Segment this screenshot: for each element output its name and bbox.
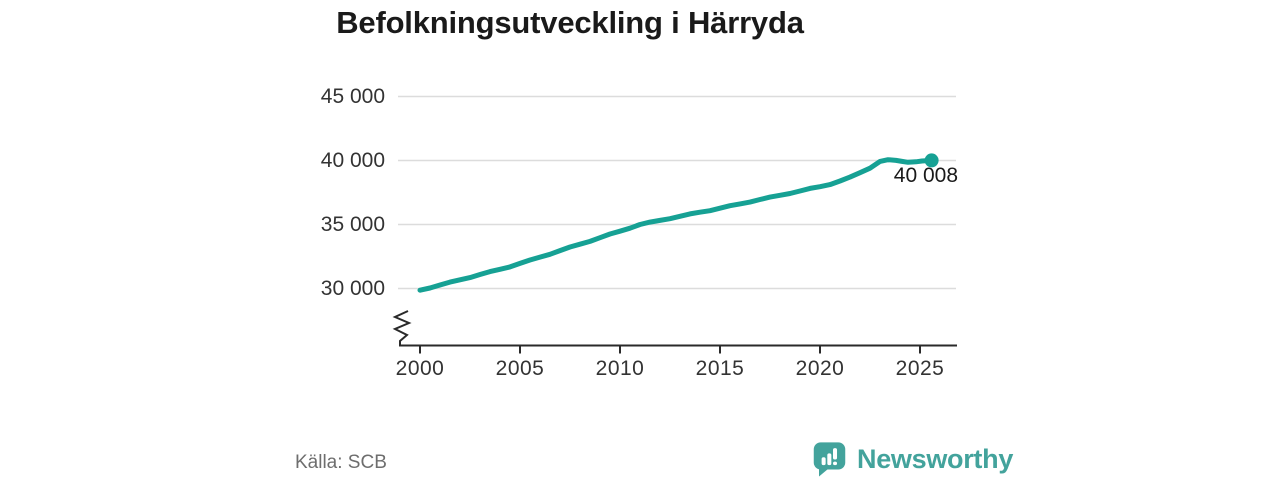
x-tick-label-2010: 2010 — [595, 357, 645, 380]
newsworthy-branding: Newsworthy — [812, 440, 1013, 478]
y-tick-label-35000: 35 000 — [320, 213, 385, 236]
y-tick-label-40000: 40 000 — [320, 149, 385, 172]
x-tick-label-2000: 2000 — [395, 357, 445, 380]
x-tick-label-2025: 2025 — [895, 357, 945, 380]
gridlines — [398, 95, 956, 290]
x-axis-ticks — [419, 345, 921, 354]
y-tick-label-30000: 30 000 — [320, 277, 385, 300]
latest-value-label: 40 008 — [893, 164, 958, 187]
x-tick-label-2005: 2005 — [495, 357, 545, 380]
x-tick-label-2015: 2015 — [695, 357, 745, 380]
x-tick-label-2020: 2020 — [795, 357, 845, 380]
chart-title: Befolkningsutveckling i Härryda — [336, 5, 804, 40]
source-note: Källa: SCB — [295, 452, 387, 473]
newsworthy-wordmark: Newsworthy — [857, 443, 1014, 474]
latest-value-point — [924, 153, 939, 168]
y-tick-label-45000: 45 000 — [320, 85, 385, 108]
population-line-series — [417, 157, 935, 293]
newsworthy-logo-icon — [813, 442, 846, 477]
y-axis-break-icon — [392, 310, 412, 346]
